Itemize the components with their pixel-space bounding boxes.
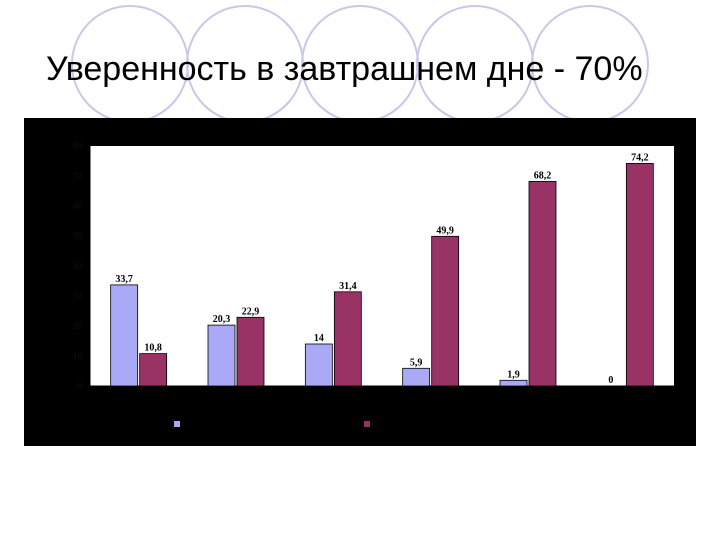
bar-chart: 0 10 20 30 40 50 60 70 80 33,7 10,8 20,3 22,9 14 31,4 5… bbox=[73, 141, 675, 427]
bar-series-2 bbox=[333, 291, 362, 387]
y-tick-label: 80 bbox=[73, 141, 83, 151]
data-label: 10,8 bbox=[144, 343, 162, 354]
bar-series-1 bbox=[499, 379, 528, 387]
bar-series-2 bbox=[528, 181, 557, 387]
data-label: 74,2 bbox=[631, 152, 649, 163]
data-label: 20,3 bbox=[213, 314, 231, 325]
bar-series-2 bbox=[431, 235, 460, 387]
data-label: 68,2 bbox=[534, 170, 552, 181]
data-label: 31,4 bbox=[339, 281, 357, 292]
bar-series-2 bbox=[236, 316, 265, 387]
y-tick-label: 60 bbox=[73, 201, 83, 211]
bar-series-2 bbox=[625, 163, 654, 387]
bar-series-2 bbox=[139, 353, 168, 387]
data-label: 33,7 bbox=[115, 274, 132, 285]
y-tick-label: 30 bbox=[73, 291, 83, 301]
bar-series-1 bbox=[110, 284, 139, 387]
y-tick-label: 50 bbox=[73, 231, 83, 241]
y-tick-label: 20 bbox=[73, 321, 83, 331]
chart-panel: 0 10 20 30 40 50 60 70 80 33,7 10,8 20,3 22,9 14 31,4 5… bbox=[24, 118, 696, 446]
y-tick-label: 40 bbox=[73, 261, 83, 271]
data-label: 49,9 bbox=[436, 225, 454, 236]
y-tick-label: 0 bbox=[78, 381, 83, 391]
bar-series-1 bbox=[304, 343, 333, 387]
data-label: 0 bbox=[608, 375, 613, 386]
slide-title: Уверенность в завтрашнем дне - 70% bbox=[46, 50, 643, 88]
data-label: 14 bbox=[314, 333, 324, 344]
data-label: 22,9 bbox=[242, 306, 260, 317]
data-label: 5,9 bbox=[410, 357, 423, 368]
plot-area bbox=[90, 146, 674, 386]
legend-marker-series-2 bbox=[364, 421, 370, 427]
y-tick-label: 70 bbox=[73, 171, 83, 181]
data-label: 1,9 bbox=[507, 369, 520, 380]
bar-series-1 bbox=[402, 367, 431, 387]
y-tick-label: 10 bbox=[73, 351, 83, 361]
legend-marker-series-1 bbox=[174, 421, 180, 427]
bar-series-1 bbox=[207, 324, 236, 387]
